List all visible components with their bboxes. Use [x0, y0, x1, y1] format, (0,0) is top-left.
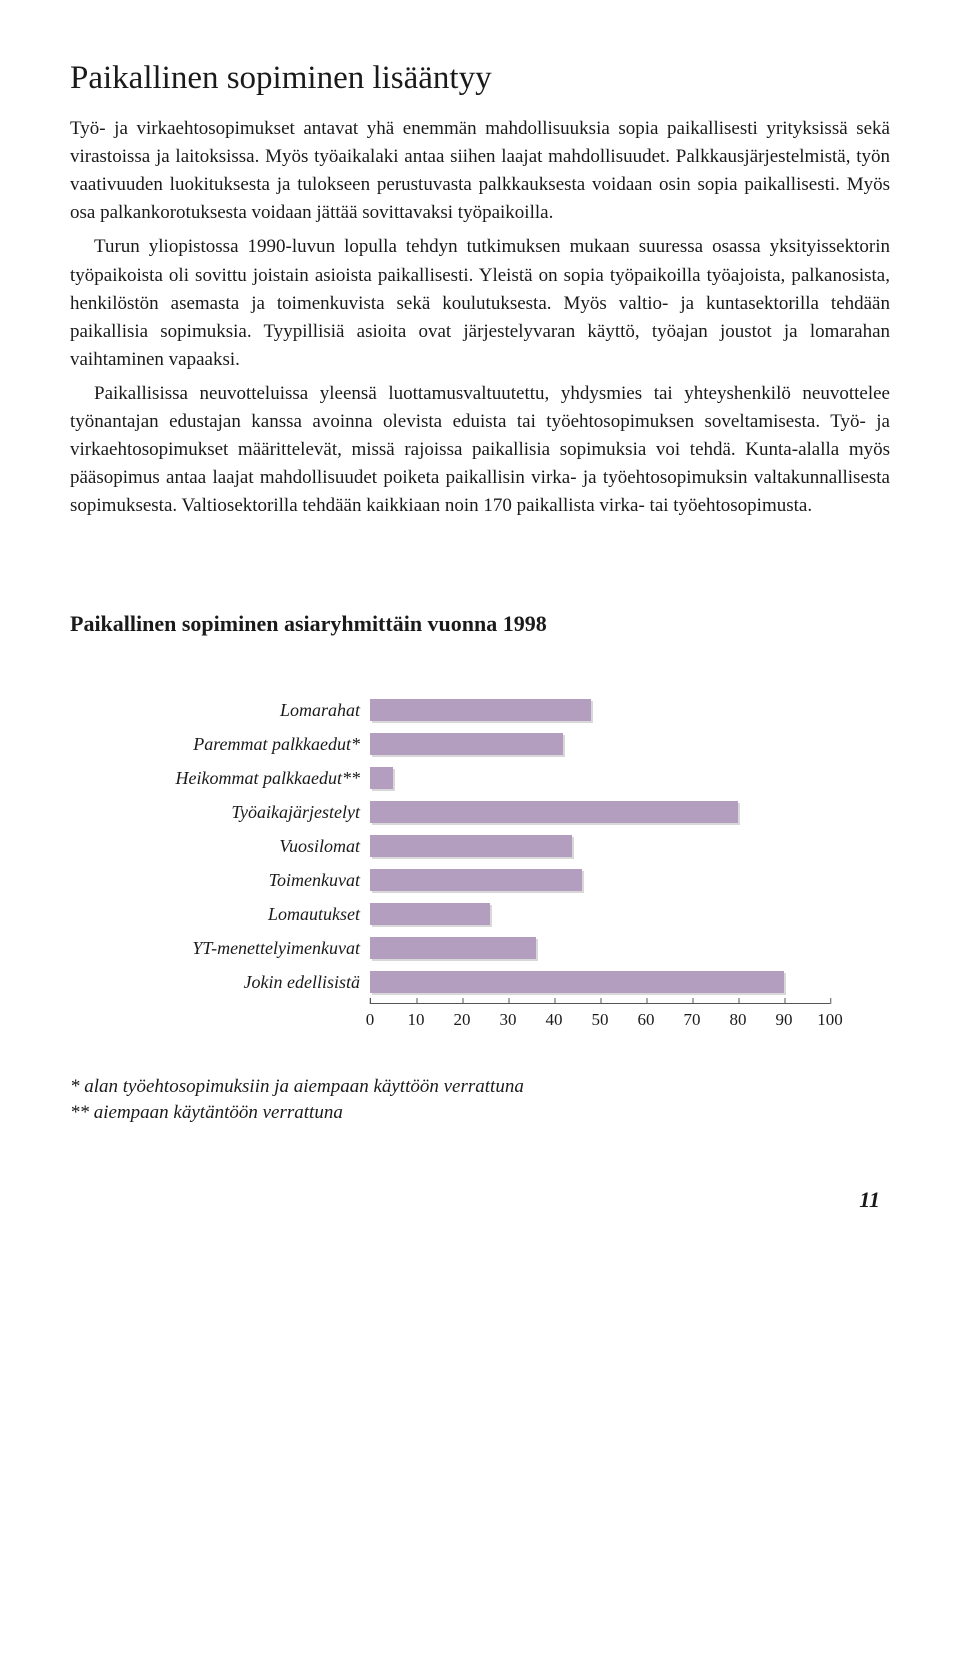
bar-track: [370, 801, 830, 825]
axis-tick: 60: [638, 1004, 655, 1030]
bar-row: Lomautukset: [140, 901, 890, 929]
bar-track: [370, 835, 830, 859]
axis-tick: 20: [454, 1004, 471, 1030]
bar-label: Paremmat palkkaedut*: [140, 734, 370, 755]
axis-tick: 10: [408, 1004, 425, 1030]
page-heading: Paikallinen sopiminen lisääntyy: [70, 60, 890, 97]
bar-label: Työaikajärjestelyt: [140, 802, 370, 823]
bar: [370, 699, 591, 721]
bar-label: YT-menettelyimenkuvat: [140, 938, 370, 959]
bar-row: Jokin edellisistä: [140, 969, 890, 997]
axis-tick: 30: [500, 1004, 517, 1030]
bar-label: Jokin edellisistä: [140, 972, 370, 993]
axis-tick: 0: [366, 1004, 375, 1030]
axis-tick: 100: [817, 1004, 843, 1030]
axis-tick: 50: [592, 1004, 609, 1030]
x-axis: 0102030405060708090100: [370, 1003, 830, 1034]
bar-track: [370, 733, 830, 757]
bar: [370, 937, 536, 959]
bar-row: Paremmat palkkaedut*: [140, 731, 890, 759]
bar-track: [370, 971, 830, 995]
bar-row: Lomarahat: [140, 697, 890, 725]
paragraph-3: Paikallisissa neuvotteluissa yleensä luo…: [70, 380, 890, 521]
bar-label: Toimenkuvat: [140, 870, 370, 891]
axis-tick: 70: [684, 1004, 701, 1030]
bar: [370, 971, 784, 993]
bar-row: Vuosilomat: [140, 833, 890, 861]
bar: [370, 869, 582, 891]
bar-chart: Lomarahat Paremmat palkkaedut* Heikommat p…: [70, 697, 890, 1034]
page-number: 11: [70, 1187, 890, 1213]
bar-track: [370, 699, 830, 723]
document-page: Paikallinen sopiminen lisääntyy Työ- ja …: [0, 0, 960, 1253]
paragraph-1: Työ- ja virkaehtosopimukset antavat yhä …: [70, 115, 890, 227]
bar-label: Vuosilomat: [140, 836, 370, 857]
bar-row: Toimenkuvat: [140, 867, 890, 895]
bar-track: [370, 937, 830, 961]
footnote-2: ** aiempaan käytäntöön verrattuna: [70, 1100, 890, 1127]
bar: [370, 835, 572, 857]
paragraph-2: Turun yliopistossa 1990-luvun lopulla te…: [70, 233, 890, 374]
footnote-1: * alan työehtosopimuksiin ja aiempaan kä…: [70, 1074, 890, 1101]
axis-tick: 40: [546, 1004, 563, 1030]
bar: [370, 903, 490, 925]
chart-title: Paikallinen sopiminen asiaryhmittäin vuo…: [70, 611, 890, 637]
bar-label: Lomarahat: [140, 700, 370, 721]
bar-row: Työaikajärjestelyt: [140, 799, 890, 827]
bar-label: Heikommat palkkaedut**: [140, 768, 370, 789]
bar-label: Lomautukset: [140, 904, 370, 925]
footnotes: * alan työehtosopimuksiin ja aiempaan kä…: [70, 1074, 890, 1127]
bar: [370, 767, 393, 789]
bar-track: [370, 903, 830, 927]
bar-row: YT-menettelyimenkuvat: [140, 935, 890, 963]
bar-row: Heikommat palkkaedut**: [140, 765, 890, 793]
bar: [370, 801, 738, 823]
axis-tick: 80: [730, 1004, 747, 1030]
bar: [370, 733, 563, 755]
bar-track: [370, 869, 830, 893]
axis-tick: 90: [776, 1004, 793, 1030]
bar-track: [370, 767, 830, 791]
